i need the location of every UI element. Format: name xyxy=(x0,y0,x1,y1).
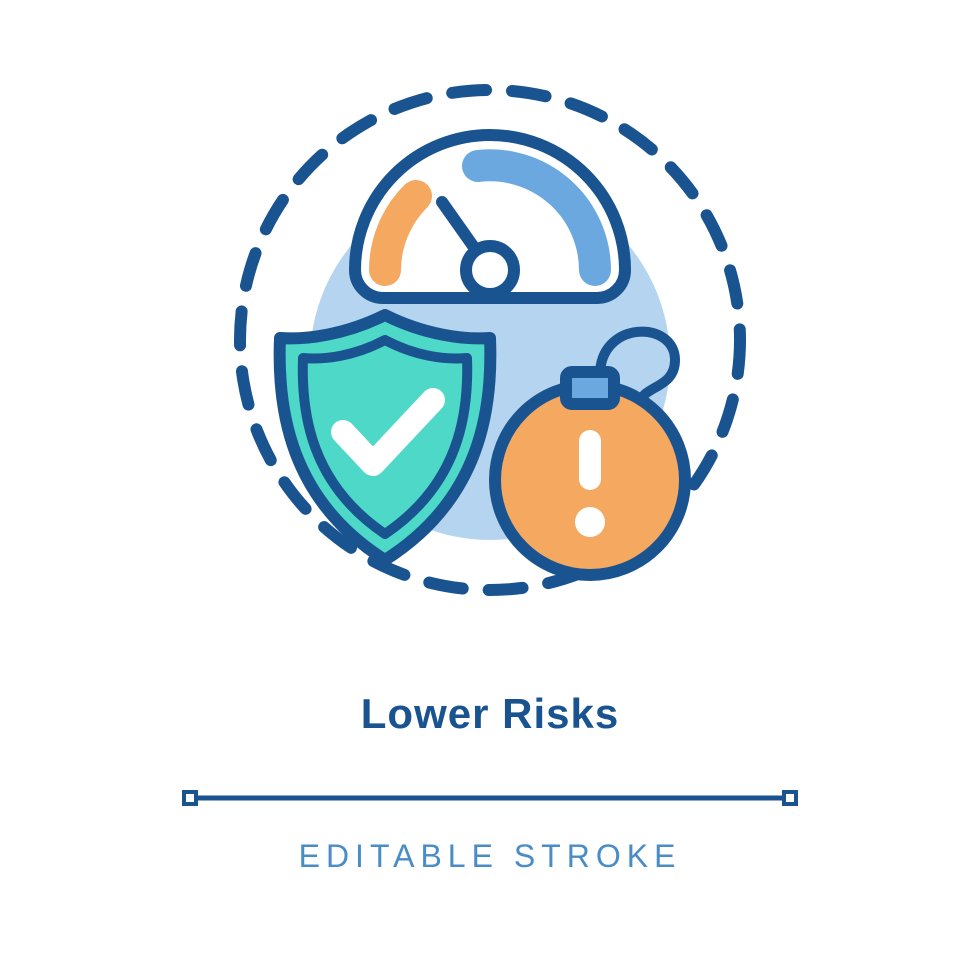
subtitle-text: EDITABLE STROKE xyxy=(299,838,682,875)
concept-icon xyxy=(0,0,980,680)
title-text: Lower Risks xyxy=(361,690,619,738)
gauge-icon xyxy=(355,135,625,298)
divider-line xyxy=(180,788,800,808)
